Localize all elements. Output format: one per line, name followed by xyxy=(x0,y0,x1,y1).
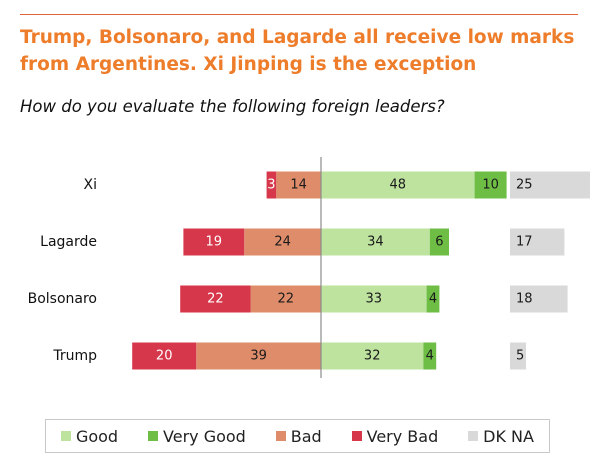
header-rule xyxy=(20,14,578,15)
bar-bad-trump xyxy=(196,342,321,370)
chart-legend: Good Very Good Bad Very Bad DK NA xyxy=(45,419,550,453)
category-label-bolsonaro: Bolsonaro xyxy=(28,291,97,307)
bar-very-bad-xi xyxy=(266,171,277,199)
bar-good-xi xyxy=(321,171,475,199)
data-label-bad-trump: 39 xyxy=(250,349,267,364)
data-label-good-lagarde: 34 xyxy=(367,235,384,250)
bar-good-lagarde xyxy=(321,228,430,256)
legend-label-very-bad: Very Bad xyxy=(366,426,439,446)
legend-swatch-bad xyxy=(275,431,286,441)
bar-very-good-trump xyxy=(423,342,437,370)
bar-dk-na-lagarde xyxy=(510,228,565,256)
legend-label-very-good: Very Good xyxy=(163,426,246,446)
data-label-very-good-xi: 10 xyxy=(482,178,499,193)
legend-item-very-good: Very Good xyxy=(148,427,246,446)
legend-item-bad: Bad xyxy=(275,426,322,446)
legend-swatch-very-good xyxy=(148,431,159,441)
legend-label-dk-na: DK NA xyxy=(483,426,534,446)
category-label-lagarde: Lagarde xyxy=(40,234,97,250)
bar-bad-xi xyxy=(276,171,321,199)
data-label-very-bad-bolsonaro: 22 xyxy=(207,292,224,307)
bar-good-trump xyxy=(321,342,424,370)
data-label-dk-na-xi: 25 xyxy=(516,178,533,193)
data-label-bad-lagarde: 24 xyxy=(274,235,291,250)
legend-swatch-very-bad xyxy=(351,431,362,441)
data-label-very-good-bolsonaro: 4 xyxy=(429,292,437,307)
data-label-bad-xi: 14 xyxy=(290,178,307,193)
category-label-xi: Xi xyxy=(84,177,97,193)
legend-swatch-dk-na xyxy=(468,431,479,441)
legend-item-good: Good xyxy=(60,426,119,446)
bar-very-bad-lagarde xyxy=(183,228,245,256)
data-label-very-bad-lagarde: 19 xyxy=(206,235,223,250)
bar-very-good-xi xyxy=(474,171,507,199)
legend-label-good: Good xyxy=(75,426,119,446)
data-label-dk-na-bolsonaro: 18 xyxy=(516,292,533,307)
bar-bad-bolsonaro xyxy=(250,285,321,313)
bar-very-bad-bolsonaro xyxy=(180,285,251,313)
data-label-dk-na-trump: 5 xyxy=(516,349,524,364)
bar-bad-lagarde xyxy=(244,228,321,256)
data-label-good-bolsonaro: 33 xyxy=(366,292,383,307)
bar-very-bad-trump xyxy=(132,342,197,370)
data-label-good-xi: 48 xyxy=(390,178,407,193)
data-label-good-trump: 32 xyxy=(364,349,381,364)
legend-item-very-bad: Very Bad xyxy=(351,426,439,446)
data-label-bad-bolsonaro: 22 xyxy=(278,292,295,307)
legend-label-bad: Bad xyxy=(290,426,322,446)
bar-good-bolsonaro xyxy=(321,285,427,313)
data-label-dk-na-lagarde: 17 xyxy=(516,235,533,250)
bar-dk-na-trump xyxy=(510,342,526,370)
chart-subtitle: How do you evaluate the following foreig… xyxy=(20,97,445,116)
data-label-very-good-trump: 4 xyxy=(426,349,434,364)
chart-title: Trump, Bolsonaro, and Lagarde all receiv… xyxy=(20,27,575,75)
data-label-very-bad-trump: 20 xyxy=(156,349,173,364)
legend-swatch-good xyxy=(60,431,71,441)
bar-dk-na-bolsonaro xyxy=(510,285,568,313)
data-label-very-bad-xi: 3 xyxy=(267,178,275,193)
category-label-trump: Trump xyxy=(52,348,97,364)
data-label-very-good-lagarde: 6 xyxy=(435,235,443,250)
bar-very-good-lagarde xyxy=(429,228,449,256)
legend-item-dk-na: DK NA xyxy=(468,427,534,446)
bar-very-good-bolsonaro xyxy=(426,285,440,313)
bar-dk-na-xi xyxy=(510,171,590,199)
